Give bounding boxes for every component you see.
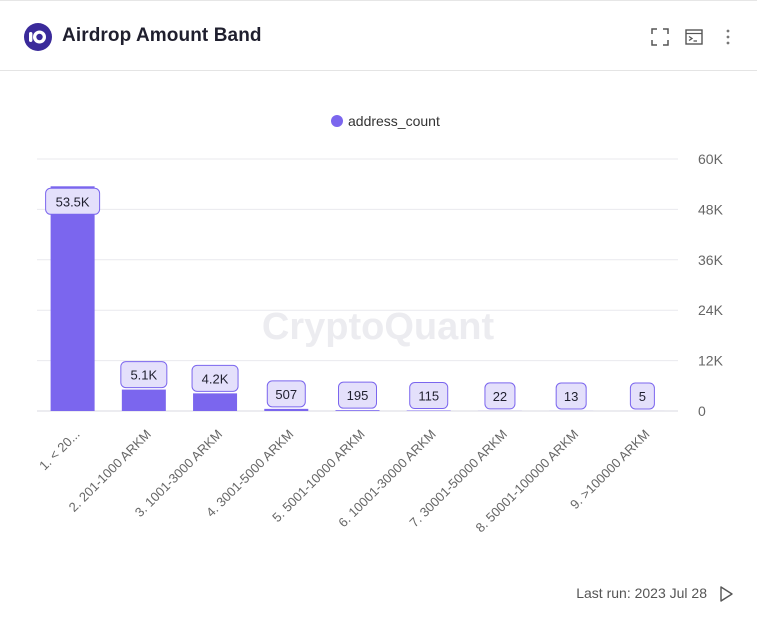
- data-label-text: 195: [347, 388, 369, 403]
- bar[interactable]: [336, 410, 380, 411]
- y-tick-label: 0: [698, 403, 706, 419]
- data-label: 195: [339, 382, 377, 408]
- y-tick-label: 60K: [698, 151, 724, 167]
- y-tick-label: 12K: [698, 353, 724, 369]
- play-icon[interactable]: [717, 585, 735, 603]
- data-label-text: 507: [275, 387, 297, 402]
- data-label-text: 4.2K: [202, 371, 229, 386]
- data-label-text: 115: [418, 389, 439, 404]
- x-tick-label: 1. < 20...: [36, 427, 83, 474]
- data-label-text: 22: [493, 389, 507, 404]
- data-label: 4.2K: [192, 365, 238, 391]
- data-label: 5.1K: [121, 362, 167, 388]
- y-tick-label: 48K: [698, 201, 724, 217]
- bar[interactable]: [264, 409, 308, 411]
- data-label: 115: [410, 383, 448, 409]
- watermark-text: CryptoQuant: [262, 306, 495, 348]
- y-tick-label: 36K: [698, 252, 724, 268]
- last-run-text: Last run: 2023 Jul 28: [576, 585, 707, 601]
- bar[interactable]: [193, 393, 237, 411]
- data-label: 53.5K: [46, 188, 100, 214]
- data-label-text: 5: [639, 389, 646, 404]
- data-label-text: 53.5K: [56, 194, 90, 209]
- data-label: 22: [485, 383, 515, 409]
- x-tick-label: 9. >100000 ARKM: [567, 427, 652, 512]
- data-label: 507: [267, 381, 305, 407]
- bar[interactable]: [51, 186, 95, 411]
- bar[interactable]: [122, 390, 166, 411]
- data-label-text: 5.1K: [130, 368, 157, 383]
- data-label: 13: [556, 383, 586, 409]
- data-label-text: 13: [564, 389, 578, 404]
- data-label: 5: [630, 383, 654, 409]
- y-tick-label: 24K: [698, 302, 724, 318]
